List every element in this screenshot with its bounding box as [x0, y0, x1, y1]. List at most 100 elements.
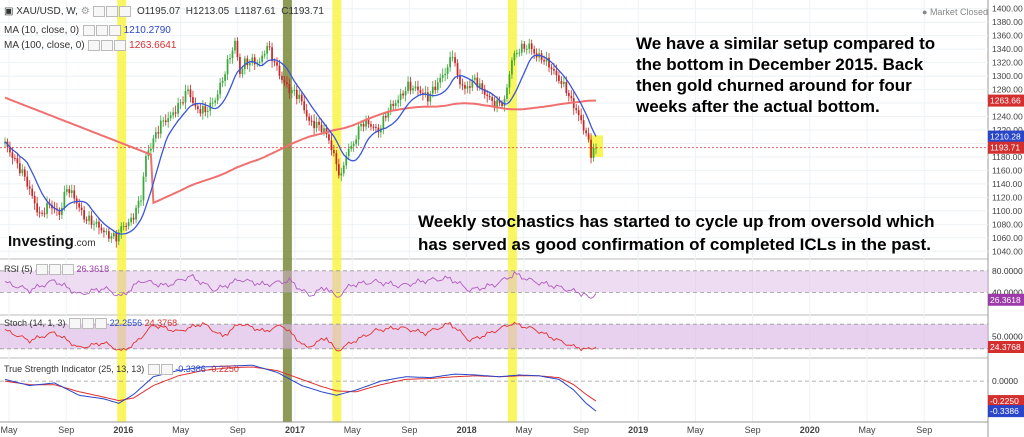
rsi-gear-icon[interactable] [49, 264, 62, 276]
candle-body [216, 94, 219, 101]
candle-body [110, 236, 113, 239]
tsi-value-box [988, 405, 1024, 418]
candle-body [177, 103, 179, 114]
candle-body [303, 101, 306, 111]
y-tick-label: 1080.00 [992, 219, 1023, 229]
candle-body [258, 61, 261, 63]
candle-body [162, 120, 165, 122]
candle-body [486, 94, 489, 96]
toggle-icon[interactable] [93, 6, 106, 17]
rsi-band [0, 270, 988, 293]
candle-body [478, 83, 481, 88]
x-tick-label: Sep [916, 425, 932, 435]
annotation-line: weeks after the actual bottom. [636, 97, 880, 116]
x-tick-label: Sep [573, 425, 589, 435]
candle-body [273, 61, 276, 63]
y-tick-label: 1280.00 [992, 85, 1023, 95]
candle-body [587, 133, 590, 140]
candle-body [424, 92, 427, 94]
tsi-legend: True Strength Indicator (25, 13, 13) -0.… [4, 364, 239, 376]
ma100-label: MA (100, close, 0) [4, 40, 85, 52]
candle-body [328, 134, 330, 141]
candle-body [132, 217, 135, 220]
candle-body [152, 138, 155, 149]
candle-body [117, 232, 120, 242]
candle-body [464, 85, 466, 89]
ma100-gear-icon[interactable] [101, 40, 114, 51]
collapse-icon[interactable]: ▣ [4, 6, 14, 18]
open-value: 1195.07 [144, 6, 181, 18]
chart-header: ▣ XAU/USD, W, ⚙ O1195.07 H1213.05 L1187.… [4, 6, 324, 17]
candle-body [426, 92, 429, 102]
candle-body [16, 158, 19, 164]
candle-body [246, 58, 249, 66]
stoch-eye-icon[interactable] [69, 318, 82, 330]
candle-body [236, 40, 239, 58]
ma100-close-icon[interactable] [114, 40, 127, 51]
tsi-eye-icon[interactable] [147, 364, 160, 376]
candle-body [414, 86, 417, 89]
price-label: 1210.28 [990, 132, 1021, 142]
candle-body [496, 100, 498, 109]
ma10-gear-icon[interactable] [95, 25, 108, 36]
candle-body [575, 108, 578, 111]
candle-body [88, 215, 90, 221]
candle-body [266, 46, 268, 54]
candle-body [555, 70, 558, 76]
candle-body [83, 210, 85, 220]
tsi-signal-box [988, 395, 1024, 408]
candle-body [63, 191, 66, 208]
price-label: 1193.71 [990, 143, 1020, 153]
close-label: C [281, 6, 289, 18]
candle-body [219, 82, 221, 95]
candle-body [194, 102, 197, 107]
candle-body [290, 90, 293, 94]
candle-body [503, 98, 506, 106]
candle-body [38, 212, 41, 214]
ma10-eye-icon[interactable] [82, 25, 95, 36]
candle-body [14, 157, 16, 159]
x-tick-label: May [172, 425, 190, 435]
candle-body [231, 50, 234, 59]
candle-body [350, 145, 353, 149]
stoch-line [4, 321, 597, 352]
candle-body [355, 139, 358, 144]
x-tick-label: 2020 [800, 425, 820, 435]
candle-body [318, 121, 320, 125]
y-tick-label: 1320.00 [992, 58, 1023, 68]
tsi-signal-label: -0.2250 [990, 396, 1019, 406]
candle-body [483, 88, 486, 95]
candle-body [520, 43, 523, 53]
x-tick-label: May [344, 425, 362, 435]
tsi-gear-icon[interactable] [160, 364, 173, 376]
settings-icon[interactable]: ⚙ [80, 6, 90, 18]
ma100-eye-icon[interactable] [88, 40, 101, 51]
candle-body [115, 233, 118, 242]
candle-body [340, 173, 343, 176]
stoch-gear-icon[interactable] [82, 318, 95, 330]
close-small-icon[interactable] [119, 6, 132, 17]
rsi-title: RSI (5) [4, 264, 33, 274]
candle-body [120, 226, 123, 233]
candle-body [384, 115, 387, 118]
tsi-value: -0.3386 [175, 364, 206, 374]
candle-body [305, 110, 308, 117]
candle-body [214, 100, 217, 103]
candle-body [26, 176, 29, 187]
stoch-close-icon[interactable] [95, 318, 108, 330]
candle-body [543, 60, 545, 62]
candle-body [429, 93, 432, 102]
annotation-line: We have a similar setup compared to [636, 34, 936, 53]
ma10-close-icon[interactable] [108, 25, 121, 36]
candle-body [271, 47, 273, 62]
rsi-eye-icon[interactable] [36, 264, 49, 276]
candle-body [268, 46, 271, 48]
settings-small-icon[interactable] [106, 6, 119, 17]
x-tick-label: 2019 [628, 425, 648, 435]
rsi-close-icon[interactable] [62, 264, 75, 276]
candle-body [449, 57, 451, 68]
candle-body [471, 79, 474, 88]
logo-suffix: .com [73, 238, 96, 249]
annotation-line: Weekly stochastics has started to cycle … [418, 212, 935, 231]
